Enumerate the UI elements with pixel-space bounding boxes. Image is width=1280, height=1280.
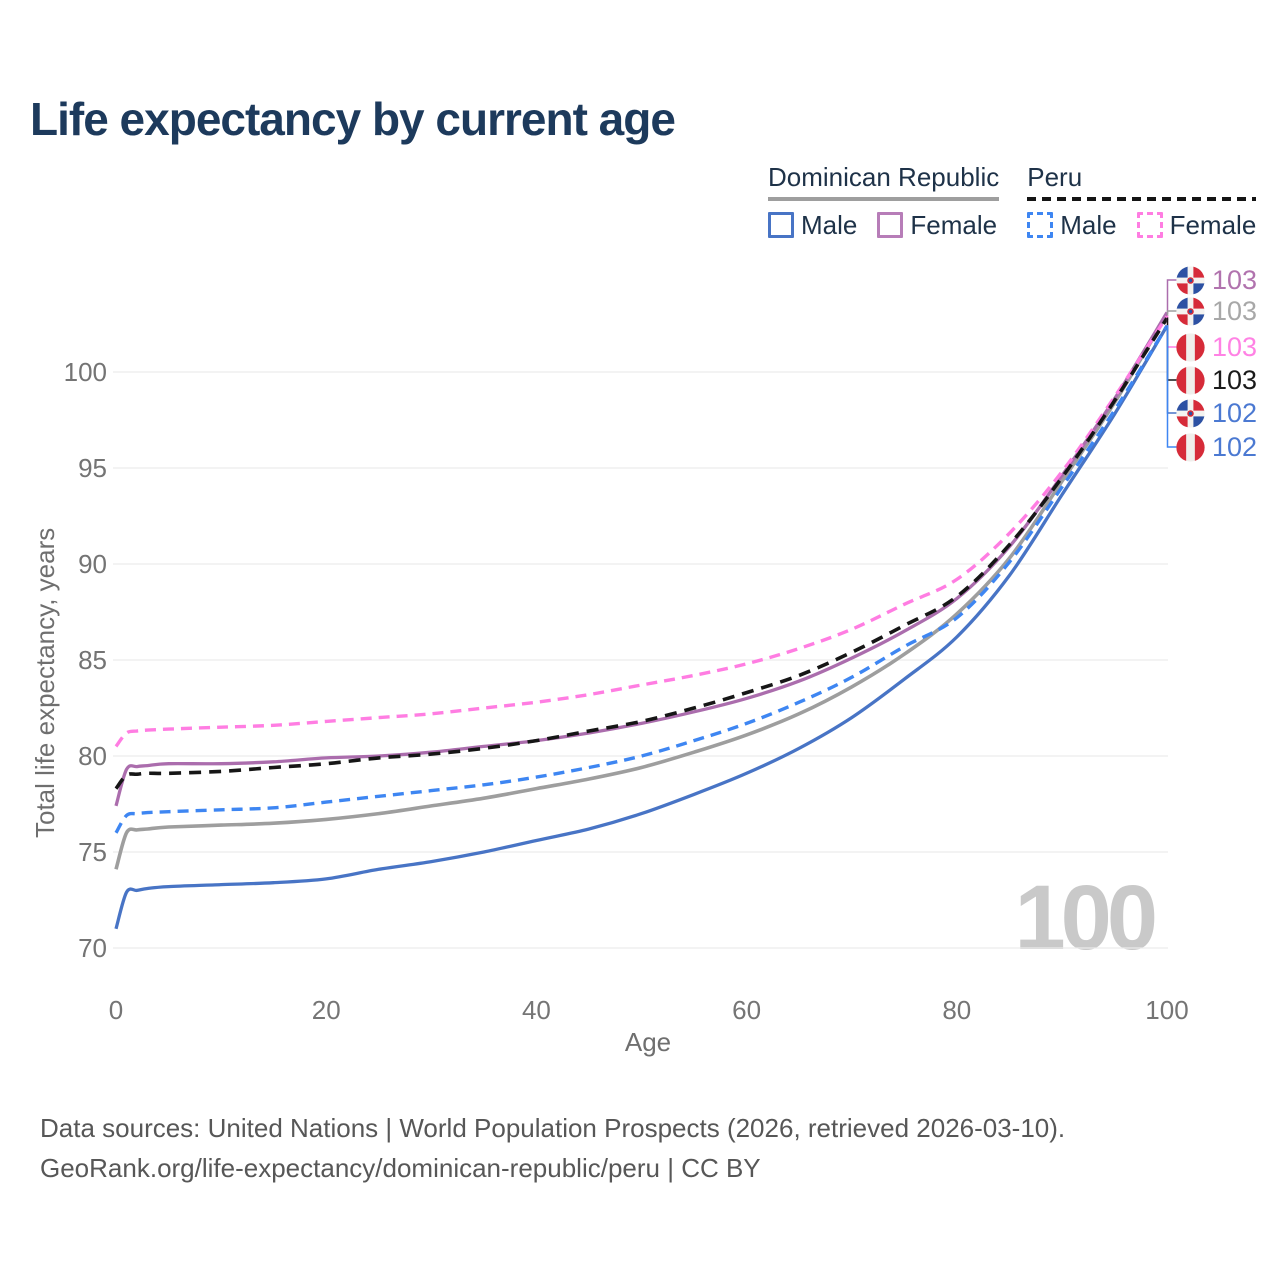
dominican-republic-flag-icon bbox=[1176, 398, 1205, 428]
x-tick-label-60: 60 bbox=[732, 995, 761, 1025]
legend-swatch-peru-female-icon bbox=[1136, 212, 1163, 238]
legend-group-dominican-republic: Dominican Republic Male Female bbox=[768, 162, 1000, 241]
end-label-peru_total: 103 bbox=[1176, 364, 1258, 395]
series-line-peru_male bbox=[114, 324, 1169, 834]
legend-item-label: Female bbox=[1169, 209, 1257, 240]
legend-item-label: Male bbox=[1060, 209, 1117, 240]
legend-items-dr: Male Female bbox=[768, 210, 999, 241]
y-tick-label-75: 75 bbox=[78, 837, 107, 867]
legend-swatch-dr-male-icon bbox=[768, 212, 794, 238]
end-label-value: 102 bbox=[1212, 397, 1258, 428]
end-label-peru_male: 102 bbox=[1176, 431, 1258, 462]
x-tick-label-20: 20 bbox=[312, 995, 341, 1025]
end-label-value: 103 bbox=[1212, 295, 1258, 326]
page-title: Life expectancy by current age bbox=[30, 93, 676, 145]
x-tick-label-40: 40 bbox=[522, 995, 551, 1025]
legend-item-peru-female: Female bbox=[1136, 209, 1257, 241]
legend-item-peru-male: Male bbox=[1027, 209, 1117, 241]
legend-item-label: Female bbox=[910, 209, 998, 240]
end-label-value: 103 bbox=[1212, 264, 1258, 295]
series-line-peru_total bbox=[114, 317, 1169, 790]
y-tick-label-80: 80 bbox=[78, 741, 107, 771]
end-label-value: 102 bbox=[1212, 431, 1258, 462]
series-line-peru_female bbox=[114, 315, 1169, 748]
end-label-value: 103 bbox=[1212, 364, 1258, 395]
end-label-dr_female: 103 bbox=[1176, 264, 1258, 295]
series-line-dr_total bbox=[114, 313, 1169, 870]
end-label-dr_total: 103 bbox=[1176, 295, 1258, 326]
hover-age-watermark: 100 bbox=[1014, 867, 1158, 969]
dominican-republic-flag-icon bbox=[1176, 265, 1205, 295]
end-label-peru_female: 103 bbox=[1176, 331, 1258, 362]
dominican-republic-flag-icon bbox=[1176, 296, 1205, 326]
x-tick-label-80: 80 bbox=[942, 995, 971, 1025]
legend-dashed-line-sample bbox=[1027, 197, 1257, 201]
x-tick-label-100: 100 bbox=[1145, 995, 1188, 1025]
series-line-dr_male bbox=[114, 325, 1169, 930]
y-tick-label-90: 90 bbox=[78, 549, 107, 579]
end-label-dr_male: 102 bbox=[1176, 397, 1258, 428]
legend-solid-line-sample bbox=[768, 197, 1000, 201]
x-tick-label-0: 0 bbox=[109, 995, 123, 1025]
series-line-dr_female bbox=[114, 311, 1169, 807]
peru-flag-icon bbox=[1176, 332, 1205, 362]
x-axis-title: Age bbox=[624, 1027, 672, 1057]
peru-flag-icon bbox=[1176, 365, 1205, 395]
y-tick-label-70: 70 bbox=[78, 933, 107, 963]
license-line: GeoRank.org/life-expectancy/dominican-re… bbox=[40, 1153, 761, 1183]
data-sources-line: Data sources: United Nations | World Pop… bbox=[40, 1113, 1066, 1143]
attribution-footer: Data sources: United Nations | World Pop… bbox=[40, 1108, 1065, 1188]
y-tick-label-95: 95 bbox=[78, 453, 107, 483]
legend-item-dr-male: Male bbox=[768, 210, 857, 241]
legend-swatch-peru-male-icon bbox=[1027, 212, 1054, 238]
legend-item-dr-female: Female bbox=[877, 210, 997, 241]
legend-swatch-dr-female-icon bbox=[877, 212, 904, 238]
legend-item-label: Male bbox=[801, 209, 858, 240]
legend-items-peru: Male Female bbox=[1027, 210, 1256, 241]
legend-country-label-peru: Peru bbox=[1027, 162, 1083, 192]
y-tick-label-85: 85 bbox=[78, 645, 107, 675]
legend-group-peru: Peru Male Female bbox=[1027, 162, 1257, 241]
y-tick-label-100: 100 bbox=[64, 357, 107, 387]
y-axis-title: Total life expectancy, years bbox=[30, 527, 60, 838]
chart-legend: Dominican Republic Male Female Peru Male bbox=[768, 162, 1257, 241]
legend-country-label-dr: Dominican Republic bbox=[768, 162, 1000, 192]
end-label-value: 103 bbox=[1212, 331, 1258, 362]
peru-flag-icon bbox=[1176, 432, 1205, 462]
